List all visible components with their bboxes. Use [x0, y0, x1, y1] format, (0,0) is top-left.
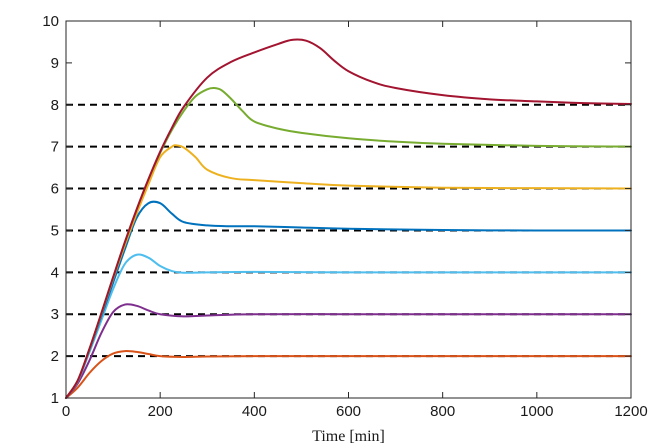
- x-tick-label: 1000: [520, 403, 553, 420]
- y-tick-label: 3: [51, 306, 59, 323]
- y-tick-label: 5: [51, 222, 59, 239]
- x-tick-label: 200: [148, 403, 173, 420]
- axis-ticks: 0 200 400 600 800 1000 1200 1 2 3 4 5 6 7 8 9 10: [42, 13, 647, 420]
- y-tick-label: 2: [51, 348, 59, 365]
- x-tick-label: 600: [336, 403, 361, 420]
- x-tick-label: 0: [62, 403, 70, 420]
- series-line-2: [65, 303, 632, 399]
- series-line-3: [65, 253, 632, 399]
- plot-background: [66, 21, 631, 398]
- y-tick-label: 7: [51, 139, 59, 156]
- y-tick-label: 8: [51, 97, 59, 114]
- x-tick-label: 400: [242, 403, 267, 420]
- x-tick-label: 800: [430, 403, 455, 420]
- series-line-1: [65, 350, 632, 399]
- y-tick-label: 6: [51, 181, 59, 198]
- y-tick-label: 10: [42, 13, 59, 30]
- y-tick-label: 4: [51, 264, 59, 281]
- series-line-7: [65, 38, 632, 399]
- x-tick-label: 1200: [614, 403, 647, 420]
- y-tick-label: 9: [51, 55, 59, 72]
- x-axis-label: Time [min]: [312, 428, 385, 443]
- y-tick-label: 1: [51, 390, 59, 407]
- series-lines: [65, 38, 632, 399]
